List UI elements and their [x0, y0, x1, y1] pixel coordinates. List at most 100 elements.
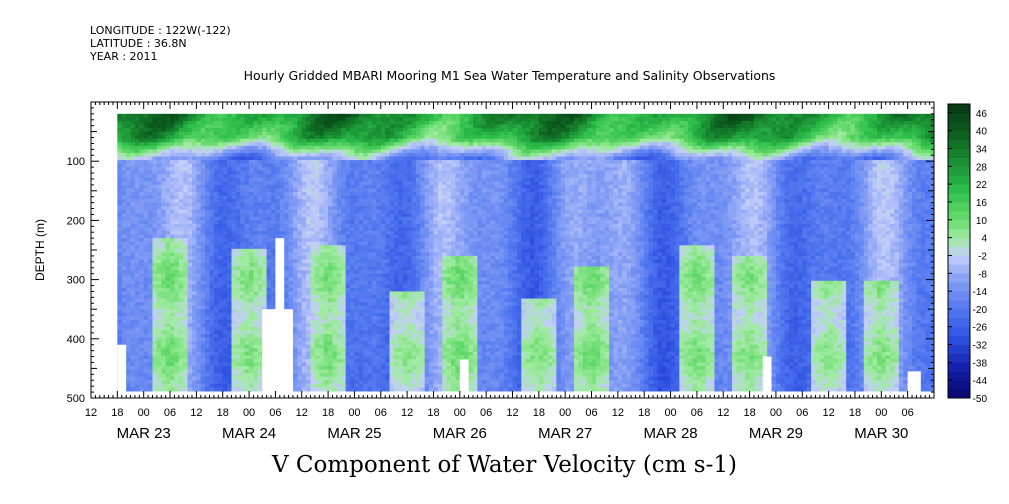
- heatmap-cell: [385, 113, 391, 118]
- heatmap-cell: [345, 209, 351, 214]
- heatmap-cell: [332, 277, 338, 282]
- heatmap-cell: [152, 277, 158, 282]
- heatmap-cell: [288, 241, 294, 246]
- heatmap-cell: [178, 366, 184, 371]
- heatmap-cell: [332, 280, 338, 285]
- heatmap-cell: [117, 227, 123, 232]
- heatmap-cell: [148, 326, 154, 332]
- heatmap-cell: [376, 280, 382, 285]
- heatmap-cell: [183, 188, 189, 193]
- heatmap-cell: [205, 355, 211, 360]
- heatmap-cell: [121, 252, 127, 257]
- heatmap-cell: [262, 277, 268, 282]
- heatmap-cell: [328, 199, 334, 204]
- heatmap-cell: [200, 270, 206, 275]
- heatmap-cell: [380, 351, 386, 356]
- heatmap-cell: [209, 149, 215, 154]
- heatmap-cell: [205, 302, 211, 307]
- heatmap-cell: [148, 305, 154, 310]
- heatmap-cell: [292, 341, 298, 346]
- heatmap-cell: [341, 170, 347, 175]
- heatmap-cell: [253, 156, 259, 161]
- heatmap-cell: [231, 213, 237, 218]
- heatmap-cell: [134, 266, 140, 271]
- heatmap-cell: [227, 152, 233, 158]
- heatmap-cell: [262, 138, 268, 143]
- heatmap-cell: [130, 366, 136, 371]
- heatmap-cell: [231, 305, 237, 310]
- heatmap-cell: [196, 248, 202, 253]
- heatmap-cell: [249, 358, 255, 364]
- heatmap-cell: [284, 188, 290, 193]
- heatmap-cell: [389, 273, 395, 278]
- heatmap-cell: [297, 128, 303, 133]
- heatmap-cell: [336, 120, 342, 126]
- heatmap-cell: [358, 181, 364, 186]
- heatmap-cell: [165, 358, 171, 364]
- heatmap-cell: [336, 195, 342, 200]
- heatmap-cell: [301, 174, 307, 179]
- heatmap-cell: [297, 330, 303, 335]
- heatmap-cell: [218, 248, 224, 253]
- heatmap-cell: [148, 238, 154, 243]
- heatmap-cell: [209, 231, 215, 236]
- heatmap-cell: [253, 231, 259, 236]
- heatmap-cell: [240, 302, 246, 307]
- heatmap-cell: [213, 156, 219, 161]
- heatmap-cell: [209, 191, 215, 197]
- heatmap-cell: [319, 248, 325, 253]
- heatmap-cell: [200, 234, 206, 239]
- heatmap-cell: [218, 337, 224, 342]
- heatmap-cell: [301, 255, 307, 261]
- heatmap-cell: [341, 294, 347, 300]
- heatmap-cell: [385, 284, 391, 289]
- heatmap-cell: [178, 181, 184, 186]
- heatmap-cell: [117, 273, 123, 278]
- heatmap-cell: [227, 160, 233, 165]
- heatmap-cell: [393, 163, 399, 168]
- heatmap-cell: [323, 231, 329, 236]
- heatmap-cell: [271, 135, 277, 140]
- heatmap-cell: [209, 213, 215, 218]
- heatmap-cell: [393, 287, 399, 293]
- heatmap-cell: [354, 330, 360, 335]
- heatmap-cell: [205, 241, 211, 246]
- heatmap-cell: [178, 191, 184, 197]
- heatmap-cell: [222, 128, 228, 133]
- heatmap-cell: [205, 152, 211, 158]
- heatmap-cell: [367, 181, 373, 186]
- heatmap-cell: [213, 160, 219, 165]
- heatmap-cell: [297, 174, 303, 179]
- heatmap-cell: [367, 152, 373, 158]
- heatmap-cell: [183, 351, 189, 356]
- heatmap-cell: [191, 202, 197, 207]
- heatmap-cell: [240, 316, 246, 321]
- heatmap-cell: [389, 206, 395, 211]
- heatmap-cell: [301, 362, 307, 367]
- heatmap-cell: [121, 312, 127, 317]
- heatmap-cell: [319, 312, 325, 317]
- heatmap-cell: [209, 245, 215, 250]
- heatmap-cell: [240, 245, 246, 250]
- heatmap-cell: [385, 348, 391, 353]
- heatmap-cell: [174, 312, 180, 317]
- heatmap-cell: [393, 120, 399, 126]
- heatmap-cell: [227, 120, 233, 126]
- heatmap-cell: [319, 280, 325, 285]
- heatmap-cell: [222, 255, 228, 261]
- heatmap-cell: [350, 191, 356, 197]
- heatmap-cell: [165, 177, 171, 182]
- heatmap-cell: [231, 145, 237, 150]
- heatmap-cell: [178, 209, 184, 214]
- heatmap-cell: [372, 177, 377, 182]
- heatmap-cell: [134, 337, 140, 342]
- heatmap-cell: [227, 238, 233, 243]
- heatmap-cell: [143, 213, 149, 218]
- heatmap-cell: [306, 191, 312, 197]
- heatmap-cell: [363, 366, 369, 371]
- heatmap-cell: [310, 174, 316, 179]
- heatmap-cell: [222, 184, 228, 190]
- heatmap-cell: [354, 181, 360, 186]
- heatmap-cell: [165, 373, 171, 378]
- heatmap-cell: [139, 156, 145, 161]
